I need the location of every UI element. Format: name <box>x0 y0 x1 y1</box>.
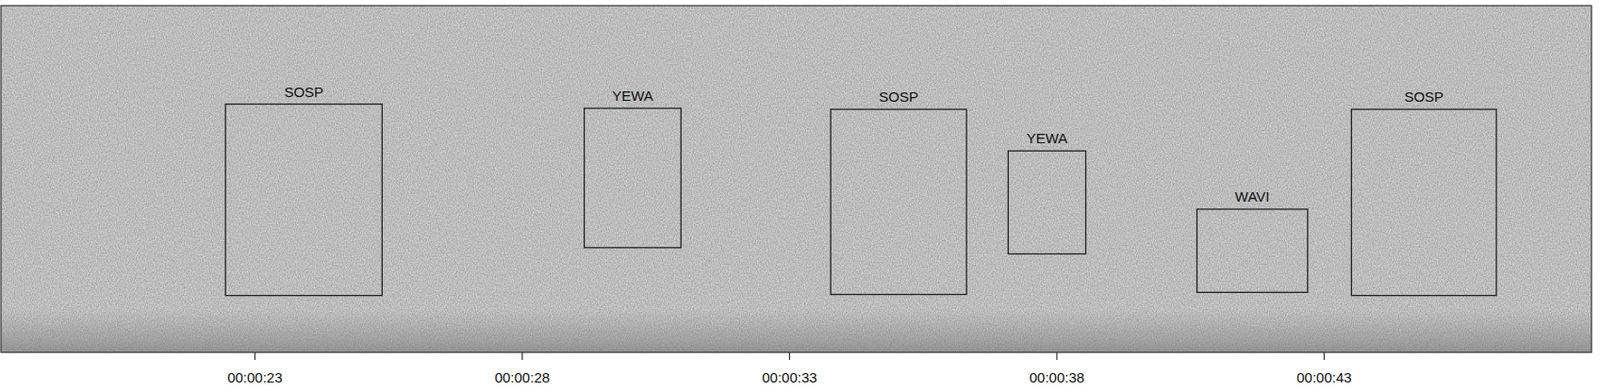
plot-frame <box>0 5 1592 353</box>
x-tick <box>789 352 791 361</box>
x-tick-label: 00:00:38 <box>1029 369 1085 386</box>
annotation-boxes <box>225 104 1497 297</box>
spectrogram-background <box>0 5 1592 353</box>
x-tick-label: 00:00:23 <box>227 369 282 386</box>
annotation-label: SOSP <box>283 83 324 100</box>
x-axis: 00:00:23 00:00:28 00:00:33 00:00:38 00:00:43 <box>227 352 1353 386</box>
x-tick <box>1055 352 1057 361</box>
x-tick <box>521 352 523 361</box>
annotation-labels: SOSP YEWA SOSP YEWA WAVI SOSP <box>283 83 1444 206</box>
annotation-label: WAVI <box>1235 188 1271 205</box>
low-frequency-noise <box>0 310 1592 353</box>
annotation-box <box>225 104 382 297</box>
annotation-label: SOSP <box>878 88 919 105</box>
x-tick-label: 00:00:43 <box>1296 369 1352 386</box>
x-tick <box>1323 352 1325 361</box>
annotation-label: SOSP <box>1403 88 1444 105</box>
chart: SOSP YEWA SOSP YEWA WAVI SOSP 00:00:23 00:00:28… <box>0 0 1600 391</box>
annotation-box <box>830 109 967 296</box>
annotation-box <box>1197 209 1308 293</box>
annotation-box <box>1007 150 1086 254</box>
annotation-box <box>1351 109 1497 297</box>
x-tick-label: 00:00:33 <box>761 369 817 386</box>
annotation-box <box>584 108 682 248</box>
spectrogram-noise <box>0 5 1592 353</box>
x-tick <box>254 352 256 361</box>
annotation-label: YEWA <box>611 87 654 104</box>
plot-area <box>0 5 1592 353</box>
x-tick-label: 00:00:28 <box>494 369 550 386</box>
annotation-label: YEWA <box>1026 130 1069 147</box>
